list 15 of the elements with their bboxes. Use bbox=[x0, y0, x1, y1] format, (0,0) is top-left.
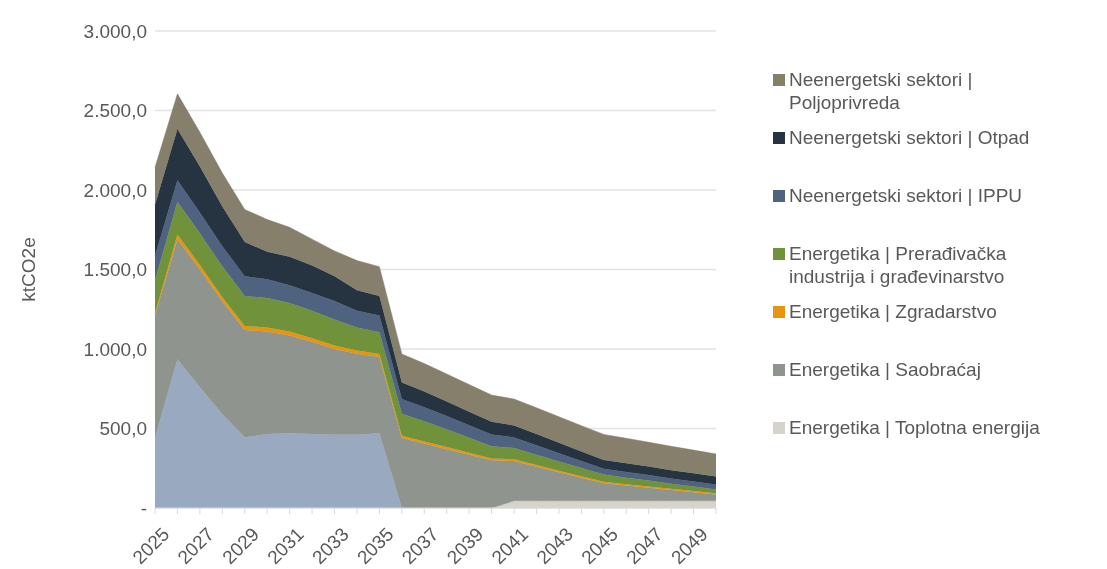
y-tick-label: 2.500,0 bbox=[83, 100, 147, 122]
legend-label: Neenergetski sektori | Otpad bbox=[789, 126, 1030, 149]
legend-label: Energetika | Saobraćaj bbox=[789, 358, 981, 381]
legend-label: Energetika | Zgradarstvo bbox=[789, 300, 997, 323]
legend-label: Neenergetski sektori | Poljoprivreda bbox=[789, 68, 974, 114]
y-tick-label: - bbox=[140, 497, 147, 519]
y-tick-label: 2.000,0 bbox=[83, 179, 147, 201]
y-tick-label: 3.000,0 bbox=[83, 20, 147, 42]
legend-label: Neenergetski sektori | IPPU bbox=[789, 184, 1023, 207]
legend-label: Energetika | Toplotna energija bbox=[789, 416, 1040, 439]
legend-label: Energetika | Prerađivačka industrija i građevinarstvo bbox=[789, 242, 1008, 288]
y-tick-label: 1.500,0 bbox=[83, 259, 147, 281]
y-tick-label: 1.000,0 bbox=[83, 338, 147, 360]
y-axis-title: ktCO2e bbox=[17, 237, 39, 302]
y-tick-label: 500,0 bbox=[99, 418, 147, 440]
